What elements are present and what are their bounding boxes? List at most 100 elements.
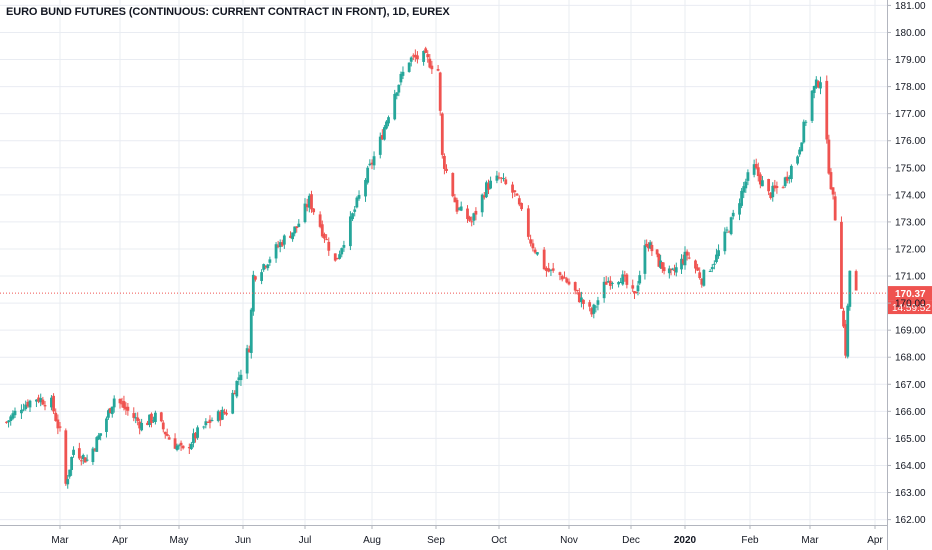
candle-body (387, 117, 390, 124)
last-price-label: 170.37 (895, 289, 926, 300)
candle-body (696, 267, 699, 271)
candle-body (11, 413, 15, 419)
candle-body (58, 426, 62, 428)
candle-body (210, 420, 214, 422)
candle-body (237, 377, 241, 380)
candle-body (685, 251, 689, 256)
candle-body (683, 251, 687, 266)
candle-body (138, 421, 142, 429)
candle-body (621, 274, 625, 285)
candle-body (249, 309, 253, 353)
candle-body (24, 404, 28, 410)
candle-body (633, 291, 636, 294)
candle-body (560, 275, 564, 280)
candle-body (13, 410, 17, 416)
candle-body (744, 181, 748, 189)
candle-body (95, 437, 99, 452)
candle-body (231, 392, 235, 414)
candle-body (443, 155, 446, 169)
candle-body (669, 268, 673, 271)
x-tick-label: Jun (235, 535, 251, 546)
candle-body (596, 300, 600, 305)
candle-body (81, 455, 85, 460)
candle-body (482, 195, 486, 198)
candle-body (775, 185, 779, 189)
candle-body (814, 79, 818, 88)
candle-body (385, 121, 388, 129)
candle-body (638, 275, 642, 284)
candle-body (122, 401, 126, 408)
candle-body (395, 92, 399, 96)
y-tick-label: 181.00 (895, 1, 926, 12)
candle-body (802, 121, 806, 143)
candle-body (196, 427, 199, 438)
candle-body (445, 168, 448, 171)
candle-body (781, 187, 785, 189)
candle-body (110, 406, 114, 415)
candle-body (558, 272, 562, 275)
candle-body (854, 271, 858, 291)
candle-body (636, 285, 640, 292)
price-axis: 162.00 163.00 164.00 165.00 166.00 167.00 168.… (887, 0, 926, 550)
candle-body (278, 242, 282, 248)
candle-body (840, 221, 843, 309)
candle-body (136, 417, 140, 421)
y-tick-label: 171.00 (895, 272, 926, 283)
candle-body (260, 272, 263, 281)
candle-body (440, 113, 444, 155)
candle-body (575, 289, 579, 291)
candle-body (187, 447, 191, 449)
candle-body (662, 267, 666, 272)
candle-body (771, 185, 775, 198)
candle-body (218, 412, 222, 421)
candle-body (634, 292, 638, 294)
candle-body (357, 195, 361, 199)
last-price-badge (888, 286, 932, 301)
countdown-badge (888, 300, 932, 315)
candle-body (426, 54, 430, 58)
candle-body (181, 445, 185, 449)
y-tick-label: 170.00 (895, 299, 926, 310)
candle-body (495, 175, 499, 181)
candle-body (336, 257, 339, 260)
x-tick-label: Oct (491, 535, 507, 546)
candle-body (594, 306, 598, 308)
candle-body (829, 172, 833, 190)
candle-body (827, 139, 831, 174)
candle-body (517, 198, 521, 205)
candle-body (619, 281, 623, 283)
candle-body (502, 178, 505, 180)
candle-body (708, 271, 712, 273)
candle-body (254, 276, 257, 280)
candle-body (407, 62, 411, 72)
candle-body (77, 448, 81, 459)
candle-body (282, 235, 286, 245)
candle-body (424, 48, 428, 53)
candle-body (761, 180, 764, 187)
candle-body (91, 448, 95, 463)
candle-body (617, 282, 620, 285)
candle-body (545, 267, 548, 271)
candle-body (112, 398, 116, 408)
candle-body (758, 174, 762, 185)
candle-body (295, 226, 299, 229)
candle-body (323, 234, 326, 239)
candle-body (9, 416, 13, 422)
candle-body (547, 268, 551, 272)
y-tick-label: 180.00 (895, 28, 926, 39)
candle-body (401, 71, 405, 76)
candle-body (592, 304, 596, 314)
candle-body (251, 274, 255, 312)
candle-body (648, 242, 652, 249)
candle-body (580, 297, 583, 303)
candle-body (7, 420, 10, 423)
candle-body (348, 216, 352, 247)
candle-body (526, 208, 530, 237)
candle-body (659, 260, 663, 269)
candle-body (120, 403, 124, 405)
candle-body (529, 239, 533, 244)
candle-body (247, 349, 251, 353)
candle-body (767, 178, 771, 192)
candle-body (655, 249, 659, 255)
